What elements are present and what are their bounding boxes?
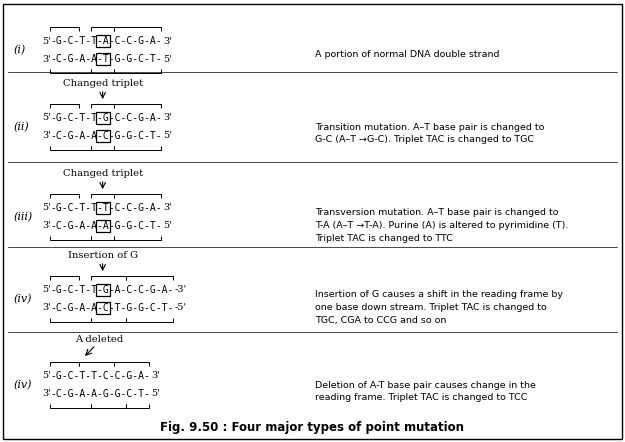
- Text: 3': 3': [163, 114, 172, 122]
- Text: Deletion of A-T base pair causes change in the
reading frame. Triplet TAC is cha: Deletion of A-T base pair causes change …: [315, 381, 536, 402]
- Bar: [96, 302, 109, 314]
- Text: -5': -5': [175, 304, 187, 312]
- Text: -G-C-T-T-T-C-C-G-A-: -G-C-T-T-T-C-C-G-A-: [50, 203, 162, 213]
- Text: -C-G-A-A-C-G-G-C-T-: -C-G-A-A-C-G-G-C-T-: [50, 131, 162, 141]
- Text: -G-C-T-T-G-C-C-G-A-: -G-C-T-T-G-C-C-G-A-: [50, 113, 162, 123]
- Bar: [96, 35, 109, 47]
- Text: 5': 5': [42, 203, 51, 213]
- Text: 3': 3': [163, 37, 172, 46]
- Text: 5': 5': [42, 371, 51, 381]
- Bar: [96, 112, 109, 124]
- Text: 3': 3': [42, 221, 51, 230]
- Text: Insertion of G: Insertion of G: [68, 251, 138, 260]
- Text: -G-C-T-T-C-C-G-A-: -G-C-T-T-C-C-G-A-: [50, 371, 150, 381]
- Text: 5': 5': [163, 221, 172, 230]
- Text: 3': 3': [163, 203, 172, 213]
- Text: 5': 5': [163, 132, 172, 141]
- Text: 5': 5': [42, 286, 51, 294]
- Text: -G-C-T-T-A-C-C-G-A-: -G-C-T-T-A-C-C-G-A-: [50, 36, 162, 46]
- Text: (iv): (iv): [14, 294, 32, 304]
- Text: Fig. 9.50 : Four major types of point mutation: Fig. 9.50 : Four major types of point mu…: [160, 421, 464, 434]
- Text: 3': 3': [42, 389, 51, 399]
- Text: 3': 3': [151, 371, 161, 381]
- Bar: [96, 202, 109, 214]
- Text: Changed triplet: Changed triplet: [62, 169, 142, 178]
- Text: 3': 3': [42, 304, 51, 312]
- Bar: [96, 53, 109, 65]
- Text: 5': 5': [151, 389, 161, 399]
- Text: 5': 5': [42, 37, 51, 46]
- Text: A deleted: A deleted: [75, 335, 123, 344]
- Bar: [96, 284, 109, 296]
- Text: -C-G-A-A-A-G-G-C-T-: -C-G-A-A-A-G-G-C-T-: [50, 221, 162, 231]
- Text: -C-G-A-A-T-G-G-C-T-: -C-G-A-A-T-G-G-C-T-: [50, 54, 162, 64]
- Text: (iv): (iv): [14, 380, 32, 390]
- Text: 3': 3': [42, 132, 51, 141]
- Text: 5': 5': [42, 114, 51, 122]
- Bar: [96, 130, 109, 142]
- Text: -G-C-T-T-G-A-C-C-G-A-: -G-C-T-T-G-A-C-C-G-A-: [50, 285, 173, 295]
- Text: -C-G-A-A-G-G-C-T-: -C-G-A-A-G-G-C-T-: [50, 389, 150, 399]
- Text: Transition mutation. A–T base pair is changed to
G-C (A–T →G-C). Triplet TAC is : Transition mutation. A–T base pair is ch…: [315, 122, 544, 145]
- Bar: [96, 220, 109, 232]
- Text: 5': 5': [163, 54, 172, 64]
- Text: Insertion of G causes a shift in the reading frame by
one base down stream. Trip: Insertion of G causes a shift in the rea…: [315, 290, 563, 325]
- Text: (iii): (iii): [14, 212, 33, 222]
- Text: (i): (i): [14, 45, 26, 55]
- Text: (ii): (ii): [14, 122, 30, 132]
- Text: Changed triplet: Changed triplet: [62, 79, 142, 88]
- Text: 3': 3': [42, 54, 51, 64]
- Text: Transversion mutation. A–T base pair is changed to
T-A (A–T →T-A). Purine (A) is: Transversion mutation. A–T base pair is …: [315, 208, 568, 243]
- Text: -3': -3': [175, 286, 187, 294]
- Text: A portion of normal DNA double strand: A portion of normal DNA double strand: [315, 50, 499, 59]
- Text: -C-G-A-A-C-T-G-G-C-T-: -C-G-A-A-C-T-G-G-C-T-: [50, 303, 173, 313]
